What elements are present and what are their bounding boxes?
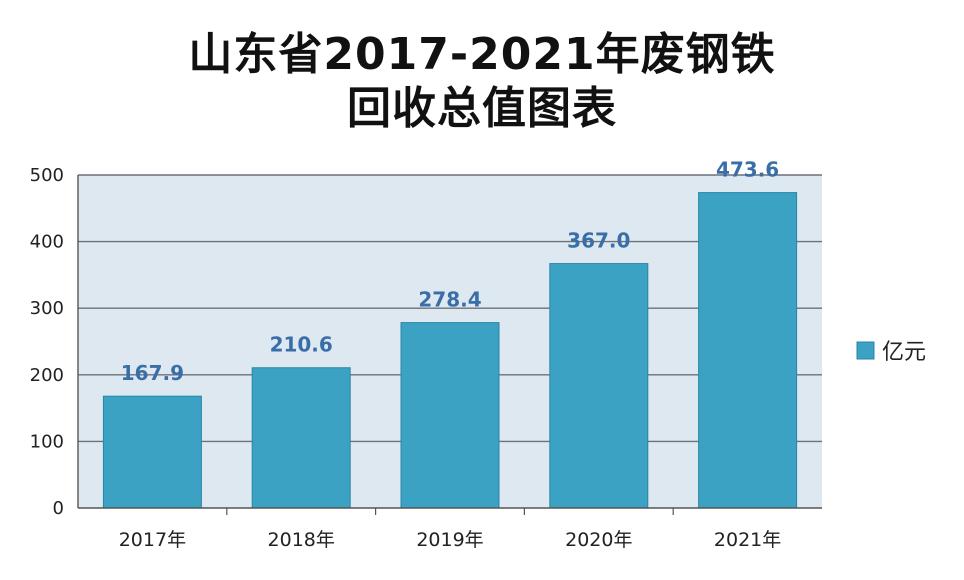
legend-swatch [856,341,875,360]
bar [698,192,798,509]
chart-title: 山东省2017-2021年废钢铁 [188,29,776,80]
data-labels: 167.9 210.6 278.4 367.0 473.6 [121,158,779,386]
x-tick-label: 2019年 [416,529,483,551]
y-tick-label: 100 [30,431,64,452]
gridlines [78,174,822,443]
y-tick-label: 300 [30,298,64,319]
data-label: 367.0 [567,229,630,253]
x-tick-label: 2021年 [714,529,781,551]
data-label: 167.9 [121,361,184,385]
bar [251,367,351,509]
bar [549,263,649,509]
x-tick-label: 2017年 [119,529,186,551]
y-tick-label: 500 [30,165,64,186]
x-tick-label: 2020年 [565,529,632,551]
legend: 亿元 [856,340,926,365]
y-tick-label: 0 [53,498,64,519]
bars [102,192,798,509]
y-tick-label: 400 [30,232,64,253]
data-label: 210.6 [270,333,333,357]
y-tick-label: 200 [30,365,64,386]
data-label: 278.4 [418,288,481,312]
x-tick-label: 2018年 [268,529,335,551]
bar [102,395,202,509]
y-axis-ticks: 0 100 200 300 400 500 [30,165,64,519]
x-axis: 2017年 2018年 2019年 2020年 2021年 [77,175,822,551]
legend-label: 亿元 [882,340,926,365]
data-label: 473.6 [716,158,779,182]
chart-subtitle: 回收总值图表 [347,83,617,134]
bar [400,322,500,509]
